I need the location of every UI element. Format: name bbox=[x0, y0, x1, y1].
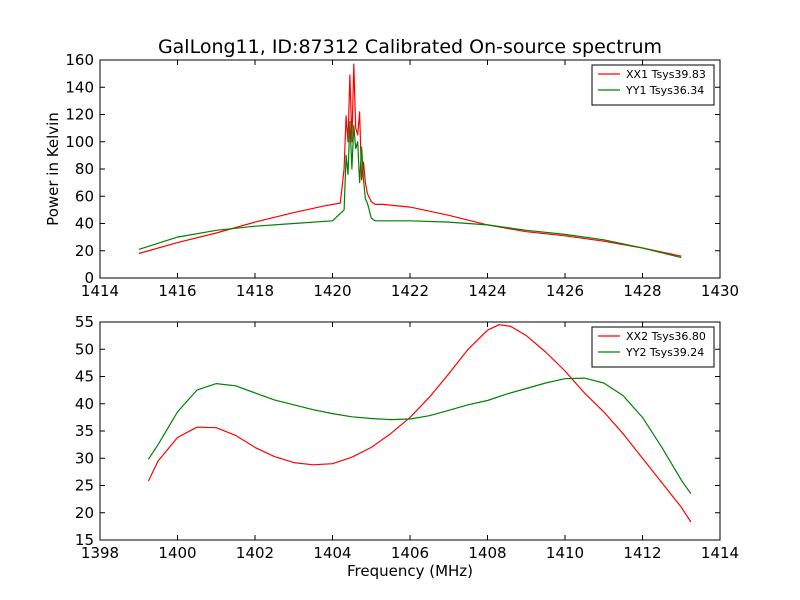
top-x-tick-label: 1414 bbox=[81, 282, 119, 300]
bottom-y-tick-label: 40 bbox=[75, 395, 94, 413]
bottom-x-tick-label: 1400 bbox=[158, 544, 196, 562]
bottom-y-tick-label: 45 bbox=[75, 368, 94, 386]
bottom-legend: XX2 Tsys36.80 YY2 Tsys39.24 bbox=[591, 326, 715, 368]
top-ticks-group: 1414 1416 1418 1420 1422 1424 1426 1428 1430 0 20 4… bbox=[65, 51, 739, 300]
bottom-x-axis-label: Frequency (MHz) bbox=[347, 562, 473, 580]
bottom-legend-label-1: XX2 Tsys36.80 bbox=[626, 330, 706, 343]
top-y-tick-label: 160 bbox=[65, 51, 94, 69]
top-x-tick-label: 1422 bbox=[391, 282, 429, 300]
top-legend-label-2: YY1 Tsys36.34 bbox=[625, 84, 704, 97]
top-y-axis-label: Power in Kelvin bbox=[44, 112, 62, 226]
top-plot: 1414 1416 1418 1420 1422 1424 1426 1428 1430 0 20 4… bbox=[44, 51, 739, 300]
bottom-legend-label-2: YY2 Tsys39.24 bbox=[625, 346, 704, 359]
top-y-tick-label: 60 bbox=[75, 187, 94, 205]
bottom-ticks-group: 1398 1400 1402 1404 1406 1408 1410 1412 1414 15 20… bbox=[75, 313, 739, 562]
bottom-x-tick-label: 1398 bbox=[81, 544, 119, 562]
top-y-tick-label: 140 bbox=[65, 78, 94, 96]
bottom-x-tick-label: 1412 bbox=[623, 544, 661, 562]
top-y-tick-label: 0 bbox=[84, 269, 94, 287]
chart-title: GalLong11, ID:87312 Calibrated On-source… bbox=[158, 36, 662, 58]
top-x-tick-label: 1420 bbox=[313, 282, 351, 300]
bottom-y-tick-label: 15 bbox=[75, 531, 94, 549]
top-series-group bbox=[138, 63, 682, 259]
bottom-series-line-2 bbox=[147, 377, 692, 495]
bottom-legend-box bbox=[591, 326, 715, 368]
bottom-y-tick-label: 55 bbox=[75, 313, 94, 331]
bottom-x-tick-label: 1402 bbox=[236, 544, 274, 562]
bottom-y-tick-label: 35 bbox=[75, 422, 94, 440]
bottom-x-tick-label: 1414 bbox=[701, 544, 739, 562]
bottom-y-tick-label: 30 bbox=[75, 449, 94, 467]
top-legend: XX1 Tsys39.83 YY1 Tsys36.34 bbox=[591, 64, 715, 106]
bottom-y-tick-label: 50 bbox=[75, 340, 94, 358]
bottom-y-tick-label: 20 bbox=[75, 504, 94, 522]
bottom-x-tick-label: 1404 bbox=[313, 544, 351, 562]
bottom-plot: 1398 1400 1402 1404 1406 1408 1410 1412 1414 15 20… bbox=[75, 313, 739, 580]
top-y-tick-label: 40 bbox=[75, 215, 94, 233]
top-y-tick-label: 100 bbox=[65, 133, 94, 151]
bottom-series-line-1 bbox=[147, 324, 692, 523]
top-x-tick-label: 1428 bbox=[623, 282, 661, 300]
top-x-tick-label: 1426 bbox=[546, 282, 584, 300]
bottom-series-group bbox=[147, 324, 692, 523]
top-legend-box bbox=[591, 64, 715, 106]
top-x-tick-label: 1424 bbox=[468, 282, 506, 300]
top-y-tick-label: 80 bbox=[75, 160, 94, 178]
top-y-tick-label: 20 bbox=[75, 242, 94, 260]
bottom-y-tick-label: 25 bbox=[75, 477, 94, 495]
top-x-tick-label: 1416 bbox=[158, 282, 196, 300]
bottom-x-tick-label: 1406 bbox=[391, 544, 429, 562]
top-legend-label-1: XX1 Tsys39.83 bbox=[626, 68, 706, 81]
top-y-tick-label: 120 bbox=[65, 106, 94, 124]
top-x-tick-label: 1418 bbox=[236, 282, 274, 300]
bottom-x-tick-label: 1408 bbox=[468, 544, 506, 562]
top-series-line-2 bbox=[138, 120, 682, 259]
top-x-tick-label: 1430 bbox=[701, 282, 739, 300]
bottom-x-tick-label: 1410 bbox=[546, 544, 584, 562]
